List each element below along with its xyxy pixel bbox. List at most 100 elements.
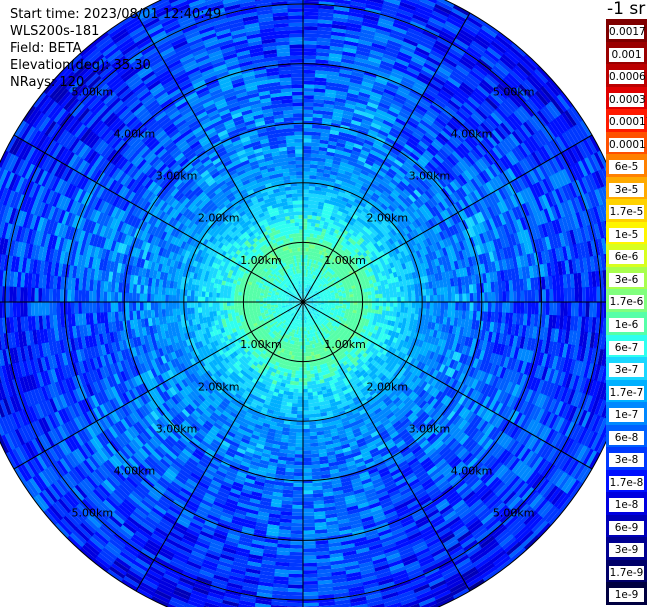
ppi-cell	[176, 288, 181, 296]
ppi-cell	[298, 304, 301, 308]
ppi-cell	[408, 296, 412, 303]
ppi-cell	[397, 302, 401, 308]
ppi-cell	[379, 302, 383, 307]
ppi-cell	[295, 315, 298, 319]
ppi-cell	[317, 317, 321, 321]
ppi-cell	[288, 319, 292, 324]
ppi-cell	[292, 304, 297, 307]
ppi-cell	[285, 299, 289, 301]
ppi-cell	[286, 446, 296, 451]
ppi-cell	[295, 293, 299, 297]
ppi-cell	[281, 287, 286, 291]
ppi-cell	[297, 296, 301, 300]
ppi-cell	[309, 298, 314, 301]
ppi-cell	[322, 290, 327, 294]
ppi-cell	[291, 406, 298, 411]
ppi-cell	[393, 292, 398, 298]
ppi-cell	[291, 308, 295, 312]
ppi-cell	[311, 287, 315, 291]
ppi-cell	[296, 167, 304, 172]
ppi-cell	[282, 295, 286, 298]
ppi-cell	[317, 304, 321, 306]
ppi-cell	[433, 302, 438, 310]
ppi-cell	[443, 309, 448, 318]
ppi-cell	[306, 284, 309, 289]
ppi-cell	[290, 316, 294, 321]
ppi-cell	[291, 278, 295, 283]
ppi-cell	[309, 442, 319, 447]
ppi-cell	[400, 302, 405, 308]
ppi-cell	[301, 309, 303, 313]
ppi-cell	[314, 315, 318, 319]
ppi-cell	[310, 446, 319, 451]
ppi-cell	[318, 284, 322, 288]
ppi-cell	[314, 285, 318, 289]
ppi-cell	[288, 298, 293, 300]
ppi-cell	[305, 356, 310, 360]
ppi-cell	[375, 305, 380, 311]
ppi-cell	[292, 286, 296, 291]
ppi-cell	[288, 311, 293, 315]
ppi-cell	[312, 316, 316, 321]
ppi-cell	[285, 288, 289, 292]
ppi-cell	[306, 315, 309, 320]
ppi-cell	[161, 308, 166, 317]
ppi-cell	[292, 304, 297, 306]
ppi-cell	[288, 290, 292, 294]
ppi-cell	[304, 327, 306, 331]
ppi-cell	[307, 307, 311, 311]
ppi-cell	[309, 297, 314, 300]
ppi-cell	[292, 321, 296, 326]
ppi-cell	[297, 311, 300, 316]
ppi-cell	[298, 378, 303, 382]
ppi-cell	[293, 282, 296, 286]
ppi-cell	[297, 247, 301, 252]
ppi-cell	[308, 189, 316, 194]
ppi-cell	[297, 392, 303, 397]
ppi-cell	[444, 302, 449, 311]
ppi-cell	[315, 314, 319, 319]
ppi-cell	[306, 316, 308, 320]
ppi-cell	[312, 312, 316, 316]
ppi-cell	[300, 309, 302, 313]
ppi-cell	[292, 291, 296, 295]
ppi-cell	[292, 299, 296, 301]
ppi-cell	[316, 287, 320, 291]
ppi-cell	[308, 410, 315, 415]
ppi-cell	[437, 302, 441, 310]
ppi-cell	[290, 413, 298, 418]
ppi-cell	[375, 294, 380, 299]
ppi-cell	[296, 299, 300, 301]
ppi-cell	[216, 310, 221, 316]
ppi-cell	[307, 281, 310, 285]
ppi-cell	[227, 309, 232, 314]
ppi-cell	[165, 308, 170, 317]
ppi-cell	[157, 301, 162, 310]
ppi-cell	[302, 436, 311, 440]
ppi-cell	[298, 254, 301, 259]
ppi-cell	[295, 160, 304, 165]
ppi-cell	[429, 302, 434, 310]
ppi-cell	[294, 314, 298, 319]
ppi-cell	[277, 299, 282, 301]
ppi-cell	[306, 288, 309, 293]
ppi-cell	[315, 281, 320, 286]
ppi-cell	[283, 292, 287, 295]
ppi-cell	[286, 314, 291, 318]
ppi-cell	[179, 307, 184, 315]
ppi-cell	[297, 304, 301, 307]
ppi-cell	[209, 286, 214, 293]
ppi-cell	[292, 302, 296, 304]
ppi-cell	[285, 306, 290, 309]
ppi-cell	[320, 303, 325, 306]
ppi-cell	[289, 297, 293, 300]
ppi-cell	[315, 318, 319, 323]
ppi-cell	[386, 302, 391, 307]
ppi-cell	[295, 153, 304, 158]
ppi-cell	[293, 297, 297, 299]
ppi-cell	[378, 293, 383, 299]
ppi-cell	[274, 303, 278, 305]
ppi-cell	[304, 305, 306, 309]
ppi-cell	[451, 302, 456, 311]
ppi-cell	[451, 294, 456, 303]
